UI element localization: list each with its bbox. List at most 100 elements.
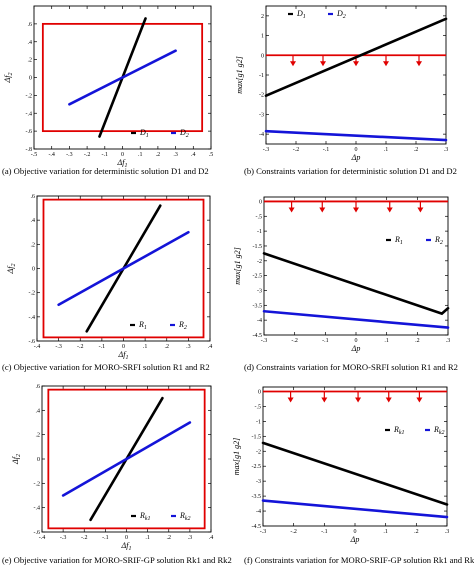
y-tick-label: 0 [259,199,262,205]
y-tick-label: -3.5 [252,494,262,500]
x-tick-label: -.3 [60,535,67,541]
x-tick-label: -.3 [55,344,62,350]
feasible-arrow-head [355,397,362,403]
x-tick-label: -.1 [102,152,109,158]
y-axis-label-sub: 2 [8,73,14,76]
tolerance-box [47,388,206,530]
legend-label-R2: R2 [434,235,443,246]
y-tick-label: -4 [256,509,261,515]
legend-label-Rk2: Rk2 [433,425,445,436]
x-axis-label-base: Δp [351,153,361,162]
x-tick-label: .2 [167,535,172,541]
x-tick-label: .5 [209,152,214,158]
legend-label-D1-sub: 1 [146,133,149,139]
legend-label-D2: D2 [179,128,189,139]
y-tick-label: -4 [259,132,264,138]
y-tick-label: -2.5 [252,464,262,470]
y-tick-label: -.6 [34,530,41,536]
legend-label-Rk1: Rk1 [393,425,405,436]
x-axis-label-base: Δp [351,344,361,353]
feasible-arrow-head [383,61,389,67]
x-tick-label: -.4 [34,344,41,350]
y-tick-label: -1 [256,419,261,425]
panel-e: -.4 -.3 -.2 -.1 0.1.2.3.4-.6-.4-.20.2.4.6Δf1… [11,384,213,552]
feasible-arrow-head [287,397,294,403]
series-line-R1 [262,252,450,316]
x-axis-label: Δf1 [118,350,129,361]
feasible-arrow-head [385,397,392,403]
legend-label-Rk1-sub: k1 [399,430,405,436]
legend-label-D1: D1 [139,128,149,139]
feasible-arrow-head [320,61,326,67]
x-tick-label: -.2 [293,147,300,153]
y-tick-label: -3 [259,112,264,118]
legend-label-D2-sub: 2 [343,14,346,20]
y-tick-label: -1 [259,73,264,79]
y-tick-label: -.4 [29,315,36,321]
y-tick-label: -.2 [29,291,36,297]
legend-label-R1-base: R [138,320,144,329]
legend-label-R2-base: R [178,320,184,329]
y-axis-label: max[g1 g2] [232,438,241,476]
y-axis-label: Δf2 [11,454,22,465]
y-tick-label: 1 [261,34,264,40]
legend-label-R1: R1 [394,235,403,246]
x-tick-label: .4 [209,535,214,541]
x-tick-label: 0 [121,152,124,158]
legend-label-D1: D1 [296,9,306,20]
y-tick-label: -.8 [26,147,33,153]
y-tick-label: .2 [36,433,41,439]
panel-f: -.3 -.2 -.1 0 .1 .2 .3 -4.5 -4 -3.5 -3 -2.5 -2 -1.5 -1… [232,386,450,544]
legend-label-D2-base: D [336,9,343,18]
panel-a: -.5 -.4 -.3 -.2 -.1 0 .1 .2 .3 .4 .5 -.8 -.6 -.4 -.2 0.… [3,5,214,169]
y-tick-label: -.2 [34,481,41,487]
legend-label-Rk1-base: R [139,511,145,520]
legend-label-D2: D2 [336,9,346,20]
legend-label-D2-sub: 2 [186,133,189,139]
y-tick-label: .6 [28,22,33,28]
x-tick-label: .1 [384,338,389,344]
y-tick-label: .4 [36,408,41,414]
series-line-Rk2 [61,421,192,497]
series-line-D2 [68,49,177,106]
y-tick-label: -2.5 [253,274,263,280]
legend-label-R2-sub: 2 [184,325,187,331]
x-axis-label-sub: 1 [124,163,127,169]
y-tick-label: -.4 [26,111,33,117]
x-tick-label: -.3 [261,338,268,344]
y-tick-label: -.5 [255,404,262,410]
series-line-D2 [264,129,448,142]
x-tick-label: -.1 [102,535,109,541]
y-tick-label: -1.5 [253,244,263,250]
legend-label-D1-base: D [296,9,303,18]
x-axis-label-base: Δf [121,541,131,550]
x-axis-label-base: Δp [350,535,360,544]
caption-a: (a) Objective variation for deterministi… [2,166,209,176]
x-tick-label: -.4 [48,152,55,158]
tolerance-box [42,198,205,339]
x-tick-label: -.1 [321,529,328,535]
y-axis-label-sub: 2 [11,264,17,267]
x-tick-label: .3 [446,338,451,344]
x-tick-label: .2 [415,338,420,344]
legend-label-R1-sub: 1 [400,240,403,246]
x-tick-label: 0 [355,338,358,344]
y-tick-label: 0 [29,76,32,82]
y-tick-label: .2 [31,242,36,248]
y-tick-label: .2 [28,58,33,64]
feasible-arrow-head [417,207,424,213]
x-axis-label: Δp [351,153,361,162]
y-tick-label: -2 [259,93,264,99]
legend-label-R1-base: R [394,235,400,244]
legend-label-Rk2-base: R [179,511,185,520]
x-tick-label: .3 [445,529,450,535]
y-tick-label: -.5 [256,214,263,220]
y-tick-label: .4 [28,40,33,46]
y-tick-label: -2 [257,259,262,265]
y-axis-label: Δf2 [6,264,17,275]
x-tick-label: -.3 [260,529,267,535]
axes-frame [262,386,448,527]
y-axis-label-base: Δf [6,265,15,275]
y-tick-label: -4.5 [252,524,262,530]
legend-label-R2: R2 [178,320,187,331]
